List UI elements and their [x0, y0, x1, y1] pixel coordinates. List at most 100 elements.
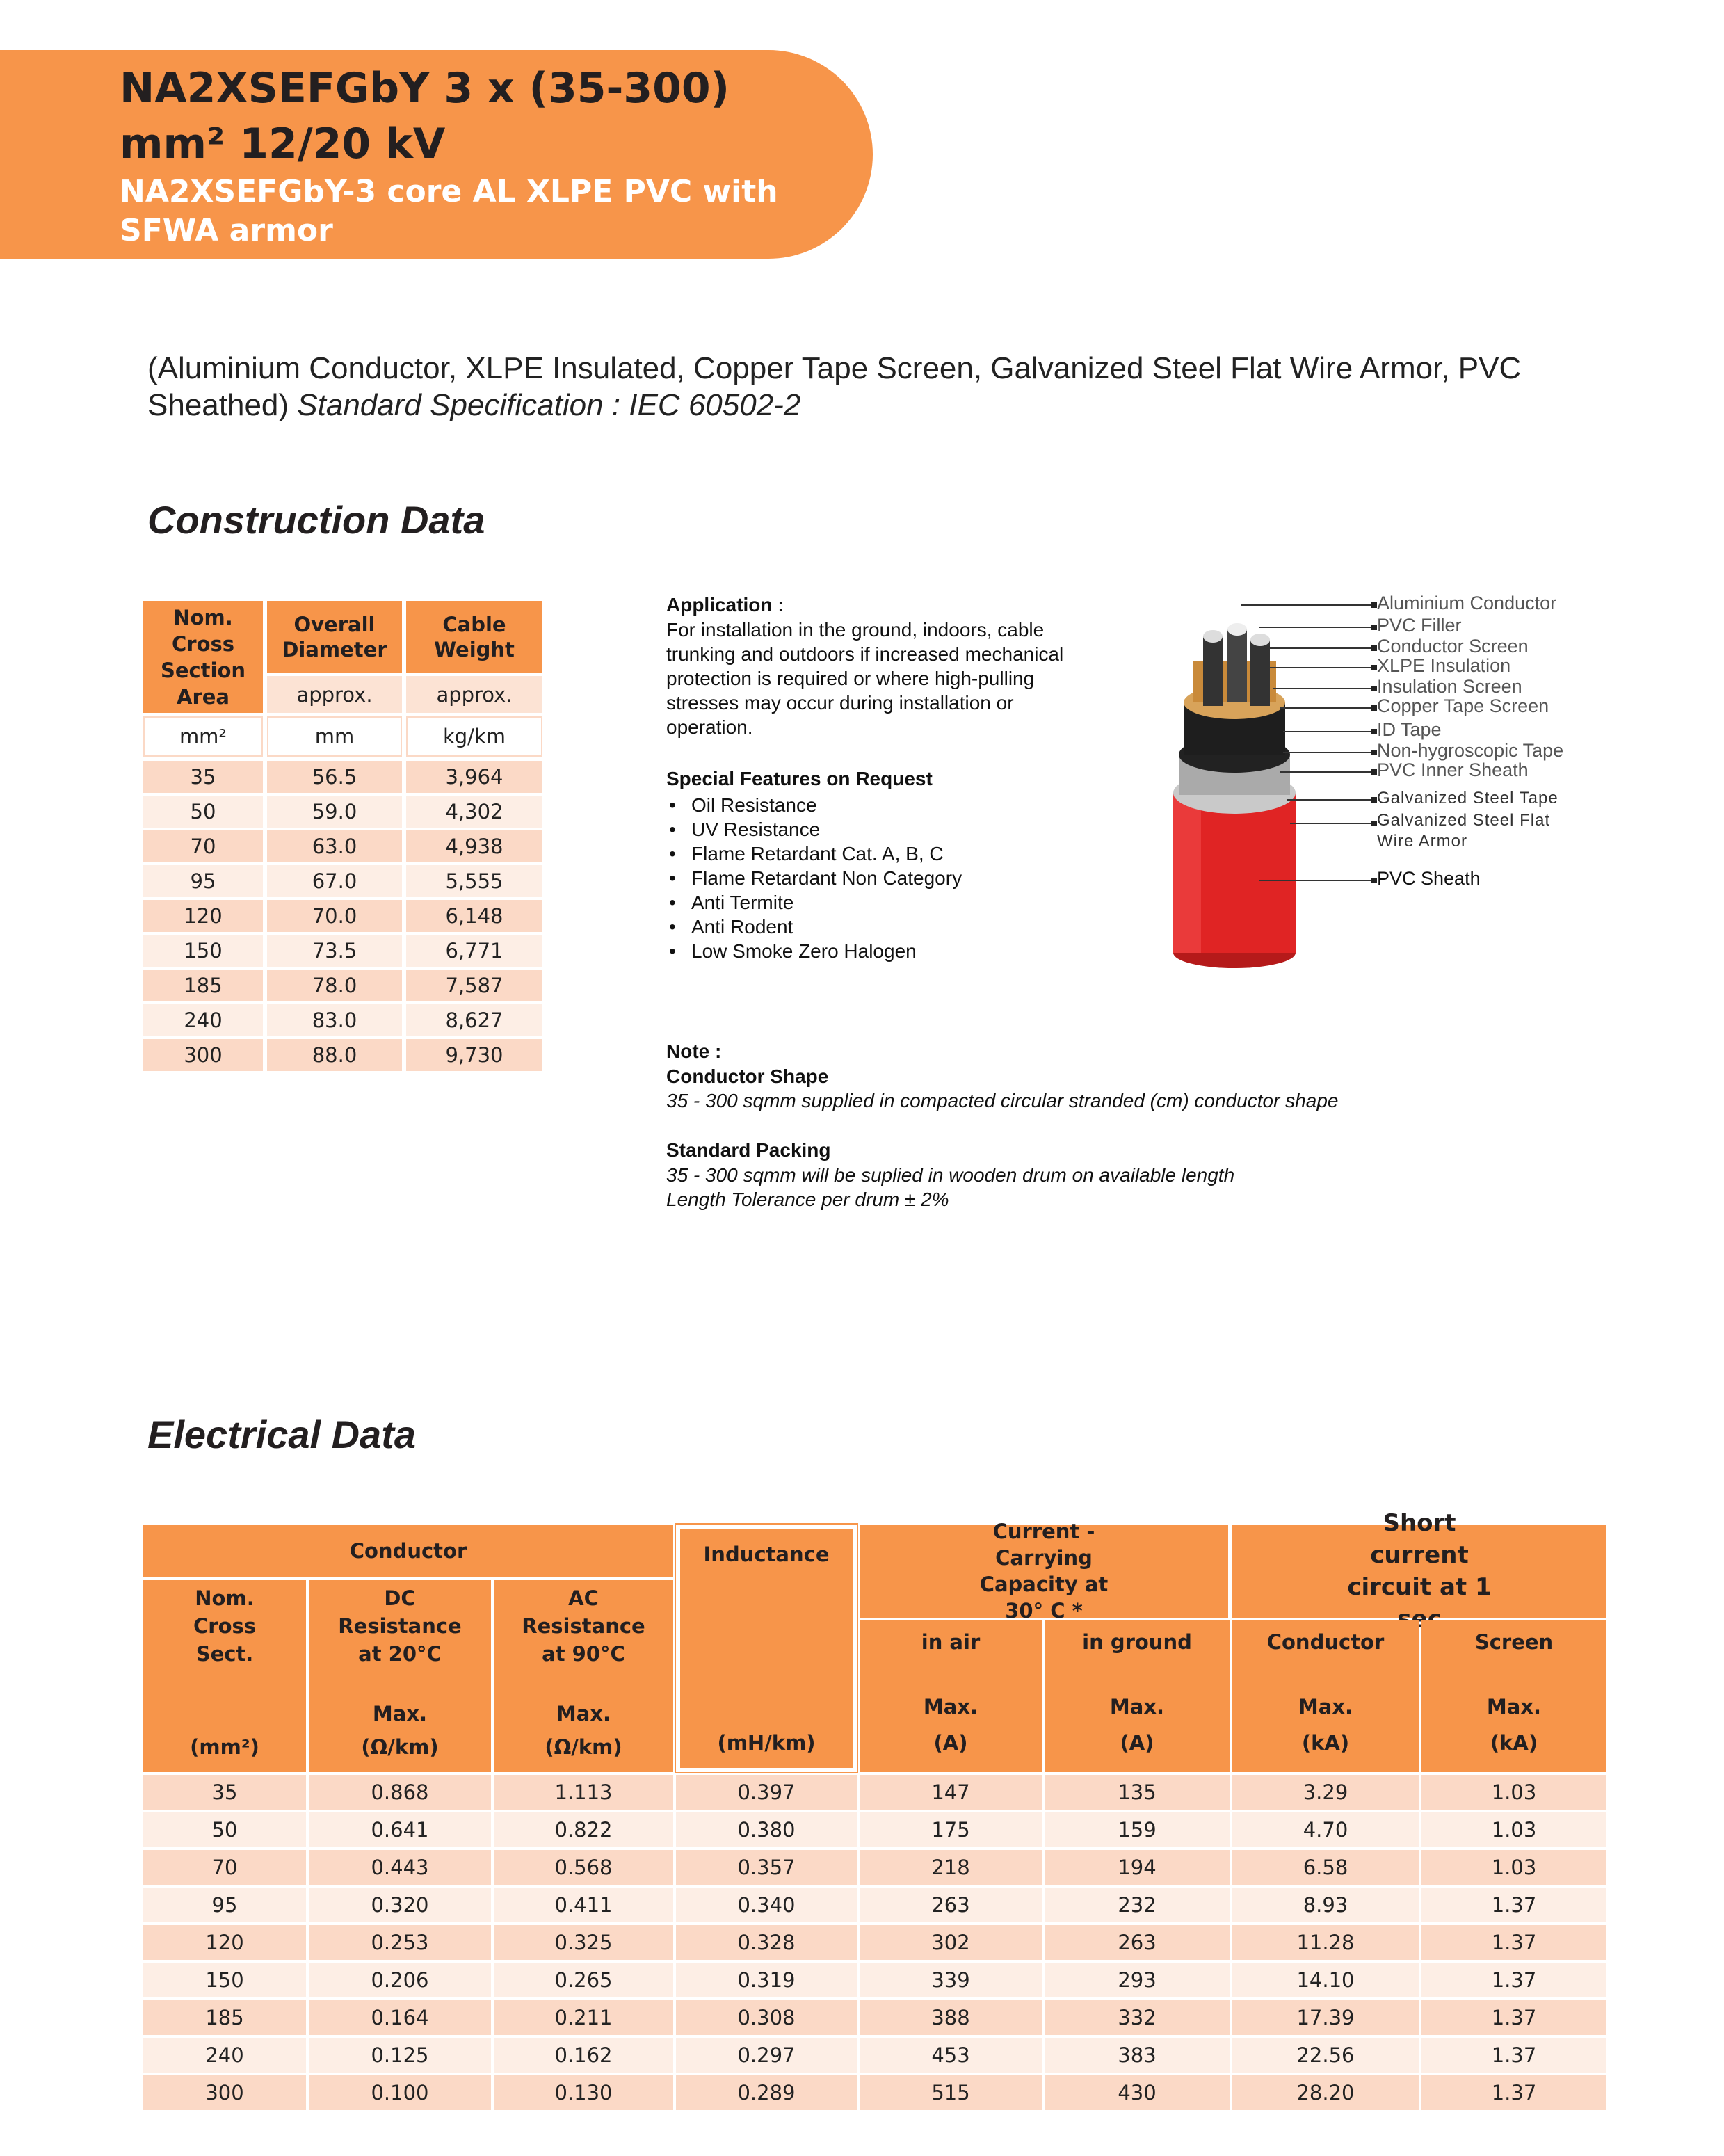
column-header: [143, 1580, 306, 1772]
table-cell: 88.0: [267, 1039, 402, 1071]
table-cell: 388: [860, 2000, 1042, 2035]
diagram-label: Non-hygroscopic Tape: [1377, 740, 1564, 761]
table-cell: 70: [143, 1850, 306, 1885]
table-cell: 147: [860, 1775, 1042, 1810]
table-cell: 6,148: [406, 900, 542, 932]
table-cell: 8,627: [406, 1004, 542, 1036]
diagram-label: Galvanized Steel Tape: [1377, 789, 1558, 807]
table-cell: 135: [1045, 1775, 1230, 1810]
label: Standard Packing: [666, 1139, 831, 1161]
table-cell: 175: [860, 1812, 1042, 1847]
table-cell: 6,771: [406, 935, 542, 967]
column-header: Screen: [1474, 1630, 1554, 1654]
table-cell: 70.0: [267, 900, 402, 932]
column-header: (A): [933, 1731, 968, 1755]
column-header: Nom. Cross Sect.: [193, 1586, 257, 1666]
header-banner: [0, 50, 873, 259]
table-cell: 95: [143, 865, 263, 897]
table-cell: 0.100: [309, 2075, 491, 2110]
table-cell: 1.113: [494, 1775, 673, 1810]
diagram-label: PVC Sheath: [1377, 868, 1481, 889]
bullet: •: [669, 819, 676, 840]
column-header: in ground: [1082, 1630, 1192, 1654]
table-cell: 293: [1045, 1963, 1230, 1997]
column-header: [1045, 1620, 1230, 1772]
label: Conductor Shape: [666, 1065, 829, 1087]
table-cell: 0.253: [309, 1925, 491, 1960]
column-header: DC Resistance at 20°C: [338, 1586, 462, 1666]
description: Sheathed) Standard Specification : IEC 6…: [147, 388, 800, 423]
title: NA2XSEFGbY 3 x (35-300): [120, 64, 730, 113]
column-header: Max.: [372, 1702, 428, 1725]
column-header: (Ω/km): [545, 1735, 622, 1759]
table-cell: 1.03: [1421, 1775, 1606, 1810]
table-cell: 0.380: [676, 1812, 857, 1847]
bullet: •: [669, 794, 676, 816]
text: 35 - 300 sqmm will be suplied in wooden …: [666, 1164, 1235, 1186]
column-header: Conductor: [1266, 1630, 1385, 1654]
table-cell: 0.397: [676, 1775, 857, 1810]
table-qualifier: approx.: [267, 676, 402, 713]
table-cell: 1.03: [1421, 1850, 1606, 1885]
table-cell: 67.0: [267, 865, 402, 897]
description: Sheathed): [147, 388, 289, 422]
table-cell: 8.93: [1232, 1888, 1419, 1922]
table-cell: 59.0: [267, 796, 402, 828]
table-cell: 83.0: [267, 1004, 402, 1036]
table-cell: 232: [1045, 1888, 1230, 1922]
text: operation.: [666, 716, 753, 738]
table-cell: 3.29: [1232, 1775, 1419, 1810]
table-cell: 0.162: [494, 2038, 673, 2073]
label: Note :: [666, 1040, 722, 1062]
table-cell: 0.641: [309, 1812, 491, 1847]
diagram-label: Copper Tape Screen: [1377, 695, 1549, 716]
table-cell: 120: [143, 1925, 306, 1960]
table-cell: 218: [860, 1850, 1042, 1885]
table-cell: 9,730: [406, 1039, 542, 1071]
table-cell: 14.10: [1232, 1963, 1419, 1997]
table-unit: kg/km: [406, 716, 542, 757]
column-header: AC Resistance at 90°C: [522, 1586, 645, 1666]
column-header: in air: [921, 1630, 981, 1654]
standard: Standard Specification : IEC 60502-2: [297, 388, 801, 422]
group-header: Current - Carrying Capacity at 30° C *: [860, 1520, 1228, 1623]
table-cell: 0.868: [309, 1775, 491, 1810]
table-cell: 1.37: [1421, 2075, 1606, 2110]
column-header: Max.: [1486, 1695, 1542, 1719]
table-cell: 63.0: [267, 830, 402, 862]
column-header: Max.: [556, 1702, 611, 1725]
table-cell: 50: [143, 1812, 306, 1847]
table-unit: mm: [267, 716, 402, 757]
list-item: UV Resistance: [691, 819, 821, 840]
table-cell: 0.289: [676, 2075, 857, 2110]
text: protection is required or where high-pul…: [666, 668, 1035, 689]
list-item: Anti Termite: [691, 892, 794, 913]
table-cell: 185: [143, 2000, 306, 2035]
group-header: Inductance: [703, 1543, 830, 1566]
table-cell: 17.39: [1232, 2000, 1419, 2035]
table-cell: 1.03: [1421, 1812, 1606, 1847]
table-cell: 5,555: [406, 865, 542, 897]
table-cell: 0.822: [494, 1812, 673, 1847]
column-header: (mm²): [190, 1735, 259, 1759]
table-cell: 0.325: [494, 1925, 673, 1960]
table-cell: 150: [143, 935, 263, 967]
table-cell: 4.70: [1232, 1812, 1419, 1847]
table-cell: 0.130: [494, 2075, 673, 2110]
label: Special Features on Request: [666, 768, 933, 789]
table-cell: 0.265: [494, 1963, 673, 1997]
column-header: [1232, 1620, 1419, 1772]
list-item: Flame Retardant Non Category: [691, 867, 962, 889]
diagram-label: Aluminium Conductor: [1377, 593, 1557, 613]
table-cell: 35: [143, 761, 263, 793]
column-header: [494, 1580, 673, 1772]
bullet: •: [669, 892, 676, 913]
table-cell: 300: [143, 2075, 306, 2110]
table-cell: 73.5: [267, 935, 402, 967]
column-header: Max.: [1298, 1695, 1353, 1719]
diagram-label: PVC Inner Sheath: [1377, 759, 1529, 780]
section-heading: Electrical Data: [147, 1413, 416, 1456]
table-cell: 0.443: [309, 1850, 491, 1885]
text: For installation in the ground, indoors,…: [666, 619, 1045, 641]
table-cell: 0.319: [676, 1963, 857, 1997]
